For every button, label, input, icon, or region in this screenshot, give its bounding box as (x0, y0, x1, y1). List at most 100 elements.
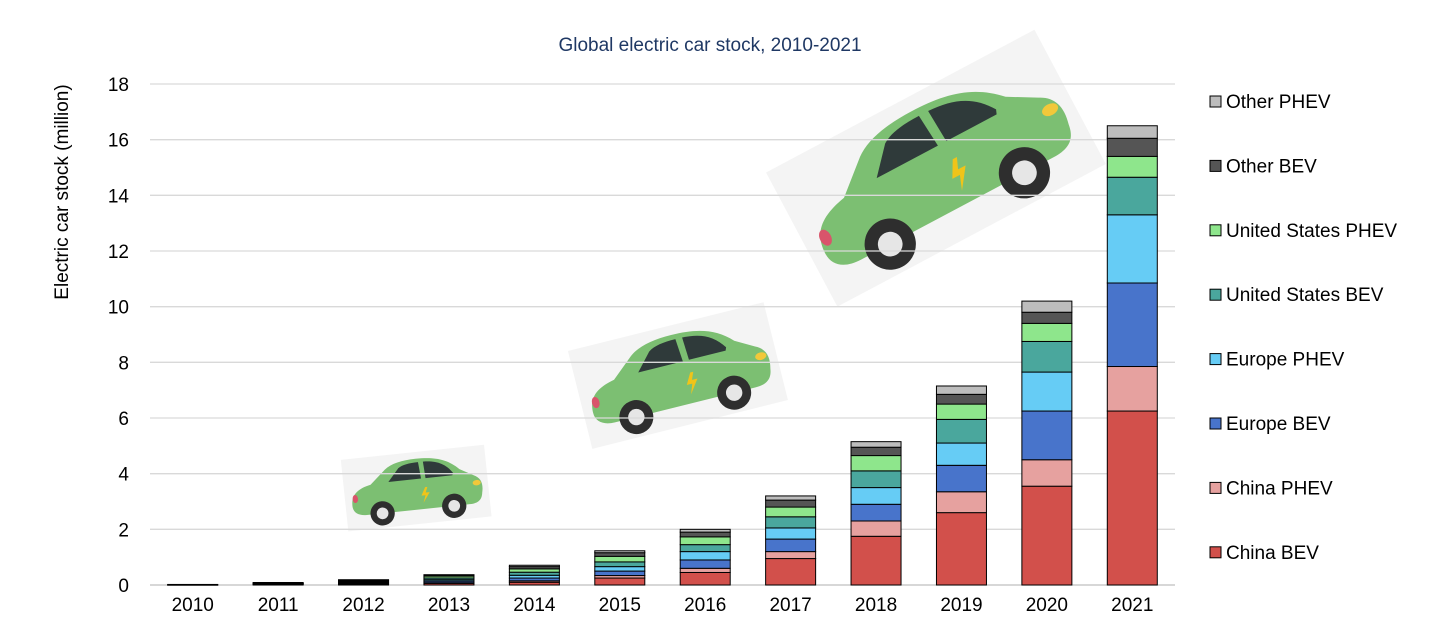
small-car-icon (340, 444, 492, 532)
bar-segment (765, 495, 817, 501)
x-tick-label: 2017 (769, 595, 811, 616)
legend-swatch (1209, 481, 1222, 494)
bar-segment (594, 570, 646, 577)
y-tick-label: 6 (118, 409, 129, 430)
bar-segment (765, 558, 817, 586)
y-tick-label: 8 (118, 353, 129, 374)
bars-layer (167, 125, 1158, 586)
legend-swatch (1209, 546, 1222, 559)
bar-segment (765, 506, 817, 518)
x-tick-label: 2010 (172, 595, 214, 616)
medium-car-icon (567, 302, 788, 449)
bar-segment (935, 491, 987, 514)
legend-swatch (1209, 224, 1222, 237)
x-tick-label: 2014 (513, 595, 556, 616)
bar-segment (594, 561, 646, 568)
bar-segment (1021, 300, 1073, 313)
bar-segment (338, 579, 390, 581)
bar-segment (1021, 340, 1073, 373)
bar-segment (1106, 125, 1158, 139)
bar-segment (594, 552, 646, 557)
bar-segment (935, 403, 987, 420)
legend-swatch (1209, 417, 1222, 430)
y-tick-labels: 0 2 4 6 8 10 12 14 16 18 (108, 75, 130, 597)
y-tick-label: 4 (118, 465, 129, 486)
legend-label: Other PHEV (1226, 92, 1331, 113)
y-tick-label: 0 (118, 576, 129, 597)
bar-segment (1106, 410, 1158, 586)
bar-segment (935, 385, 987, 395)
y-tick-label: 2 (118, 520, 129, 541)
bar-segment (1106, 155, 1158, 178)
large-car-icon (766, 29, 1106, 307)
bar-segment (594, 566, 646, 572)
x-tick-labels: 2010 2011 2012 2013 2014 2015 2016 2017 2018 2019… (172, 595, 1154, 616)
bar-segment (1106, 366, 1158, 412)
y-tick-label: 18 (108, 75, 129, 96)
bar-segment (850, 446, 902, 457)
car-illustrations (340, 29, 1106, 532)
bar-segment (594, 577, 646, 586)
bar-segment (850, 520, 902, 537)
legend-label: China BEV (1226, 543, 1319, 564)
legend-swatch (1209, 353, 1222, 366)
bar-segment (679, 536, 731, 546)
bar-segment (765, 516, 817, 529)
bar-segment (850, 455, 902, 472)
bar-segment (679, 567, 731, 573)
bar-segment (679, 544, 731, 553)
x-tick-label: 2016 (684, 595, 726, 616)
bar-segment (935, 442, 987, 466)
y-tick-label: 10 (108, 298, 129, 319)
legend-label: Other BEV (1226, 156, 1317, 177)
bar-segment (850, 487, 902, 505)
bar-segment (765, 538, 817, 553)
y-tick-label: 12 (108, 242, 129, 263)
bar-segment (850, 470, 902, 489)
bar-segment (594, 555, 646, 563)
x-tick-label: 2019 (940, 595, 982, 616)
gridlines (150, 83, 1175, 586)
bar-segment (765, 551, 817, 560)
x-tick-label: 2013 (428, 595, 470, 616)
bar-segment (935, 418, 987, 444)
legend-label: United States BEV (1226, 285, 1384, 306)
x-tick-label: 2020 (1026, 595, 1068, 616)
y-tick-label: 16 (108, 131, 129, 152)
legend-swatch (1209, 288, 1222, 301)
bar-segment (765, 499, 817, 508)
bar-segment (1021, 322, 1073, 342)
y-axis-label: Electric car stock (million) (52, 84, 73, 299)
bar-segment (765, 527, 817, 540)
legend-label: Europe BEV (1226, 414, 1331, 435)
x-tick-label: 2011 (258, 595, 299, 616)
bar-segment (252, 581, 304, 584)
bar-segment (679, 531, 731, 538)
bar-segment (679, 559, 731, 569)
bar-segment (423, 574, 475, 576)
bar-segment (850, 535, 902, 586)
bar-segment (1106, 176, 1158, 216)
bar-segment (1106, 214, 1158, 284)
bar-segment (1021, 410, 1073, 461)
legend-label: China PHEV (1226, 478, 1333, 499)
x-tick-label: 2021 (1111, 595, 1153, 616)
bar-segment (1021, 371, 1073, 412)
legend-label: United States PHEV (1226, 221, 1397, 242)
legend-swatch (1209, 95, 1222, 108)
y-tick-label: 14 (108, 186, 130, 207)
bar-segment (594, 550, 646, 554)
bar-segment (935, 464, 987, 493)
x-tick-label: 2018 (855, 595, 897, 616)
bar-segment (1021, 311, 1073, 324)
bar-segment (1021, 459, 1073, 487)
bar-segment (850, 503, 902, 522)
bar-segment (508, 564, 560, 568)
x-tick-label: 2015 (599, 595, 641, 616)
legend-label: Europe PHEV (1226, 350, 1345, 371)
chart-title: Global electric car stock, 2010-2021 (558, 35, 861, 56)
x-tick-label: 2012 (342, 595, 384, 616)
legend-swatch (1209, 159, 1222, 172)
bar-segment (1021, 485, 1073, 586)
